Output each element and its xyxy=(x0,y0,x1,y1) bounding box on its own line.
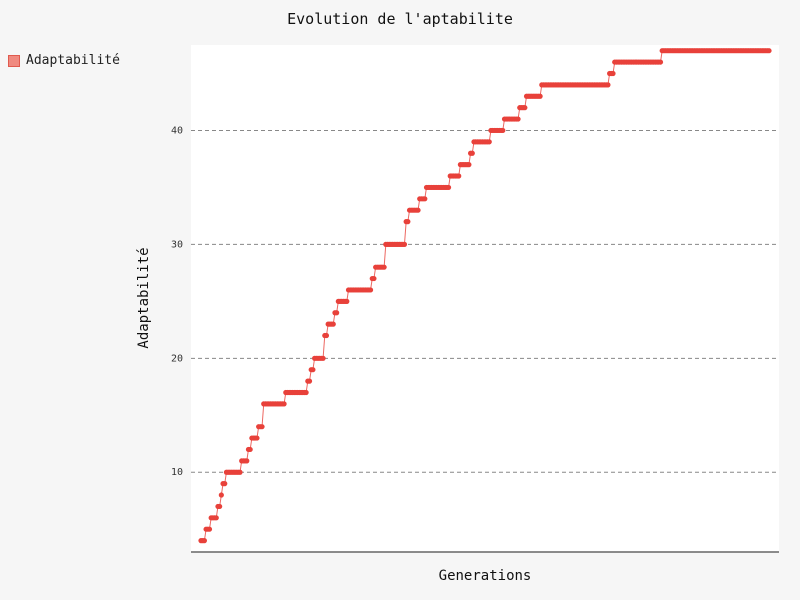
data-point[interactable] xyxy=(401,241,408,247)
data-point[interactable] xyxy=(605,82,611,88)
data-point[interactable] xyxy=(323,332,330,339)
legend[interactable]: Adaptabilité xyxy=(8,53,120,68)
data-point[interactable] xyxy=(766,48,772,54)
data-point[interactable] xyxy=(456,173,462,179)
y-tick-label: 20 xyxy=(171,353,183,364)
grid-lines: 10 20 30 40 xyxy=(171,125,779,478)
data-point[interactable] xyxy=(415,207,421,213)
data-point[interactable] xyxy=(306,378,313,384)
x-axis-title: Generations xyxy=(439,568,532,584)
data-point[interactable] xyxy=(515,116,521,122)
y-tick-label: 40 xyxy=(171,125,183,136)
data-point[interactable] xyxy=(330,321,336,327)
legend-label: Adaptabilité xyxy=(26,53,120,68)
chart-title: Evolution de l'aptabilite xyxy=(287,10,513,28)
data-point[interactable] xyxy=(222,481,228,487)
data-point[interactable] xyxy=(218,492,224,498)
data-point[interactable] xyxy=(367,287,374,293)
data-point[interactable] xyxy=(344,298,350,304)
y-tick-label: 10 xyxy=(171,467,183,478)
data-point[interactable] xyxy=(486,139,492,145)
plot-background xyxy=(191,45,779,552)
data-point[interactable] xyxy=(537,93,543,99)
data-point[interactable] xyxy=(500,127,506,134)
data-point[interactable] xyxy=(247,446,253,453)
y-axis-title: Adaptabilité xyxy=(136,247,152,348)
series-layer xyxy=(198,48,772,544)
data-point[interactable] xyxy=(281,401,287,407)
data-point[interactable] xyxy=(469,150,475,156)
data-point[interactable] xyxy=(371,275,377,282)
data-point[interactable] xyxy=(381,264,387,270)
data-point[interactable] xyxy=(522,105,528,111)
data-point[interactable] xyxy=(217,503,223,510)
data-point[interactable] xyxy=(320,355,326,361)
data-point[interactable] xyxy=(237,469,243,475)
data-point[interactable] xyxy=(254,435,260,441)
data-point[interactable] xyxy=(466,162,472,168)
data-point[interactable] xyxy=(213,515,219,521)
data-point[interactable] xyxy=(657,59,664,65)
data-point[interactable] xyxy=(206,526,213,532)
data-point[interactable] xyxy=(259,424,265,430)
data-point[interactable] xyxy=(445,184,452,191)
legend-swatch xyxy=(8,54,20,67)
data-point[interactable] xyxy=(405,219,411,225)
data-point[interactable] xyxy=(422,196,428,202)
data-point[interactable] xyxy=(610,70,616,77)
data-point[interactable] xyxy=(334,310,340,316)
data-point[interactable] xyxy=(244,458,250,464)
y-tick-label: 30 xyxy=(171,239,183,250)
data-point[interactable] xyxy=(303,389,309,396)
data-point[interactable] xyxy=(310,367,316,373)
data-point[interactable] xyxy=(201,538,207,544)
